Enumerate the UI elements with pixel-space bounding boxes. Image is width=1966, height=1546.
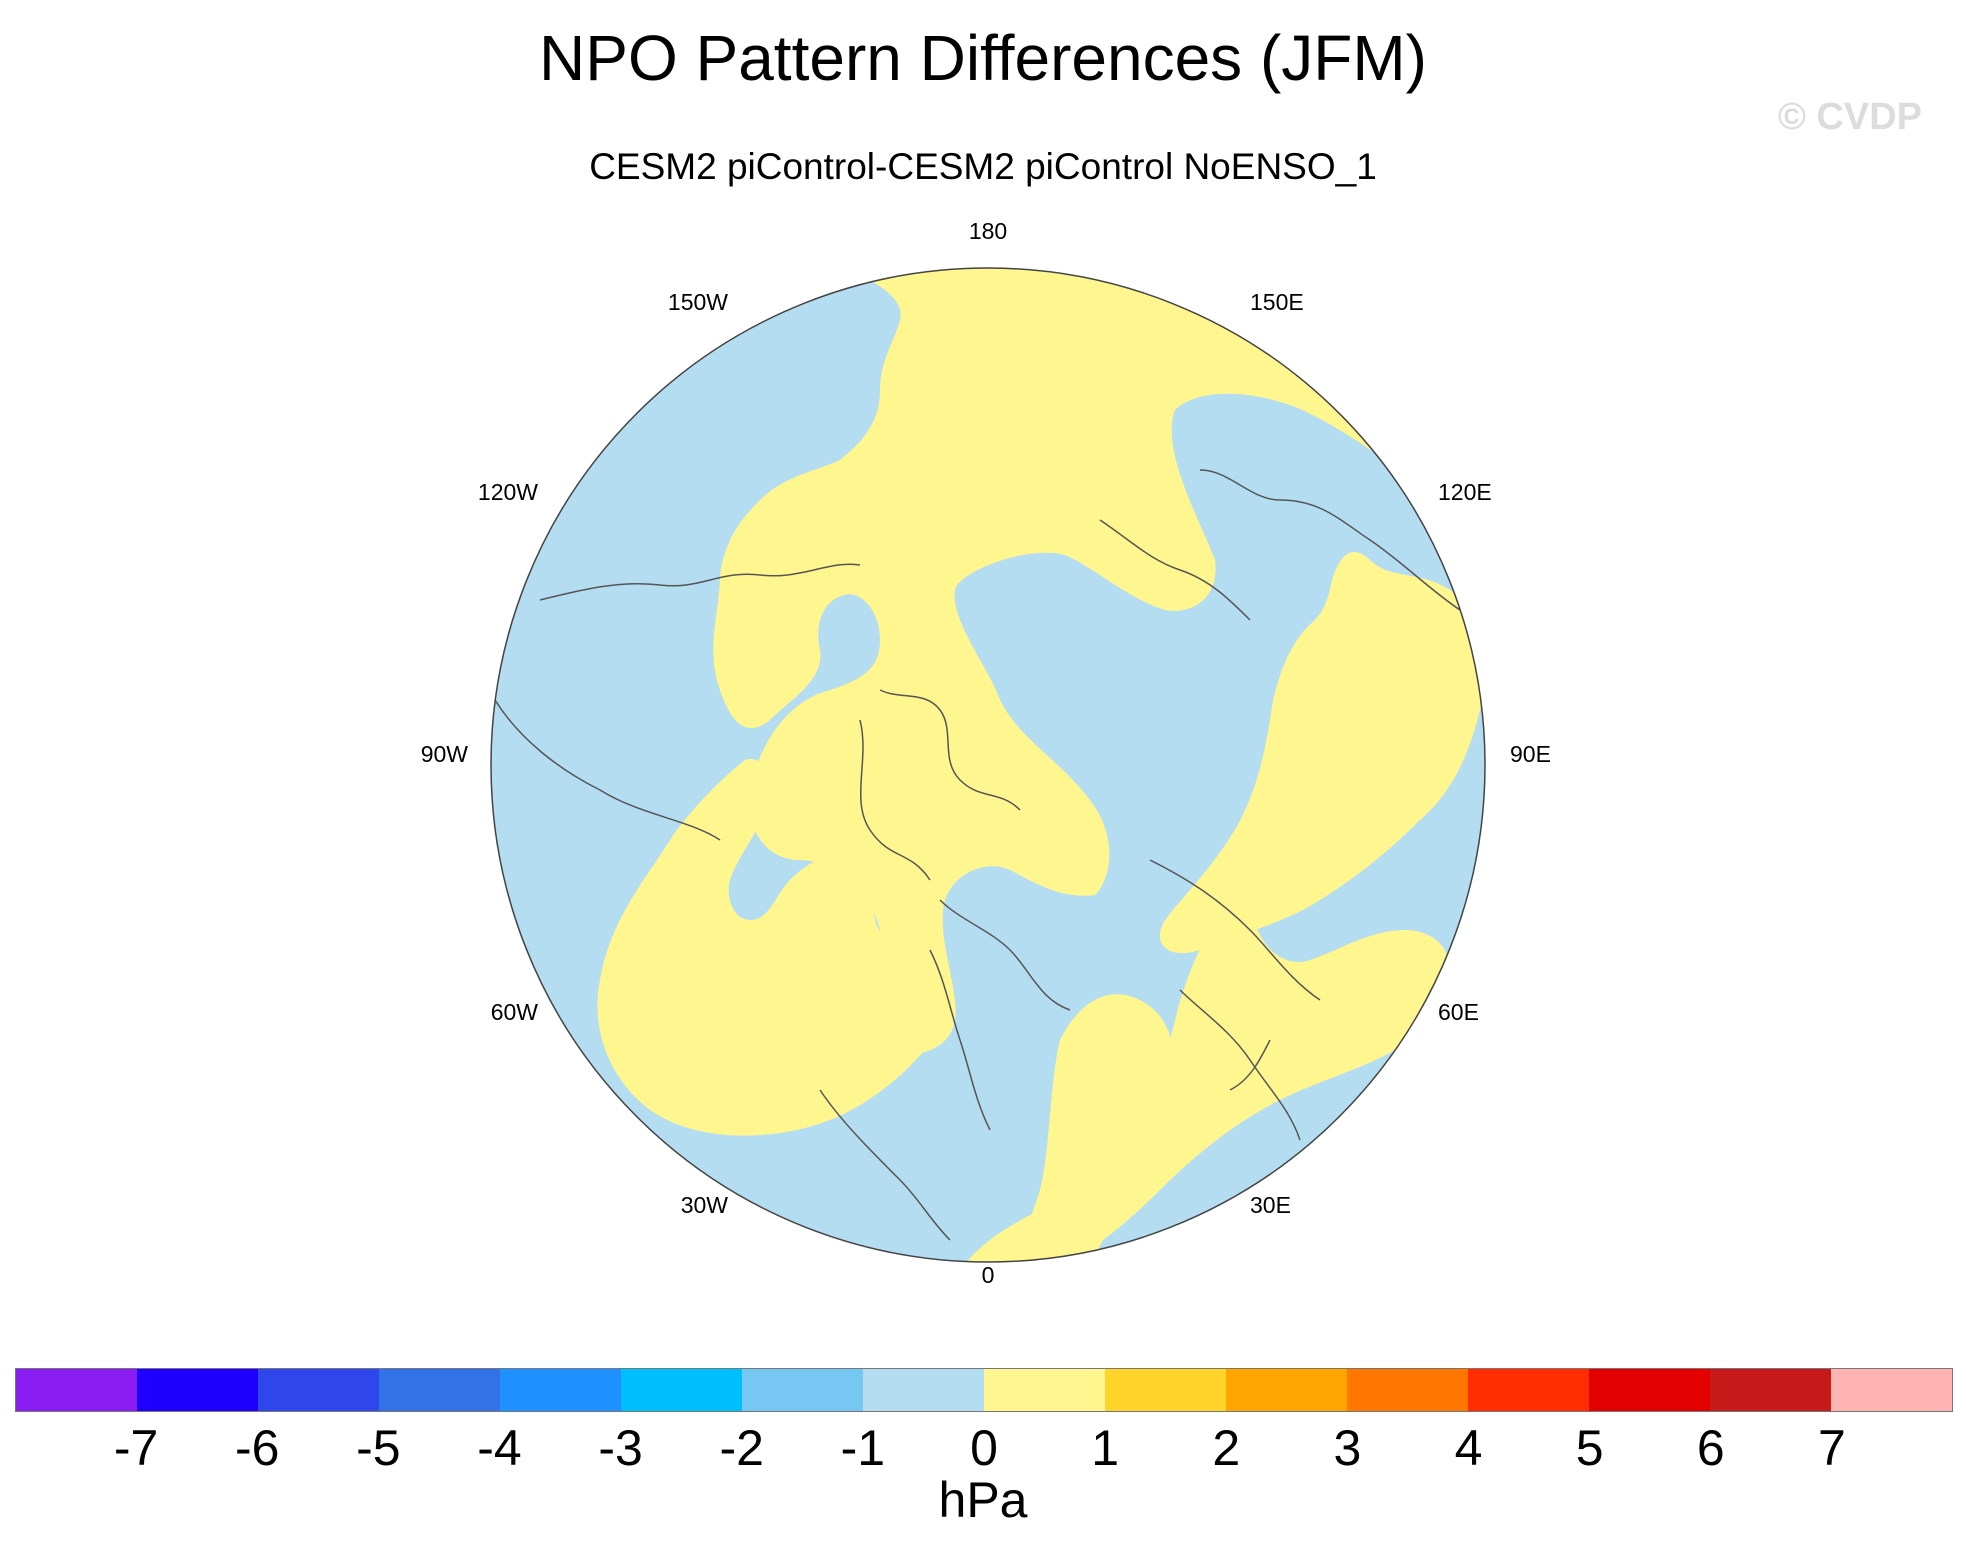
colorbar-swatch: [137, 1369, 258, 1411]
colorbar-tick-label: -5: [356, 1420, 401, 1476]
colorbar-tick-label: -4: [477, 1420, 522, 1476]
colorbar-tick-label: 4: [1454, 1420, 1483, 1476]
positive-region-pacific-arctic: [700, 268, 1440, 1054]
colorbar-swatch: [742, 1369, 863, 1411]
lon-label-60w: 60W: [491, 999, 539, 1025]
colorbar-tick-label: 6: [1696, 1420, 1725, 1476]
colorbar-swatch: [500, 1369, 621, 1411]
map-disk: [491, 268, 1485, 1262]
colorbar-swatch: [1347, 1369, 1468, 1411]
colorbar-swatch: [1468, 1369, 1589, 1411]
colorbar-tick-label: 0: [970, 1420, 998, 1476]
positive-region-subtropical-pacific: [955, 900, 1450, 1262]
colorbar-tick-label: 2: [1212, 1420, 1241, 1476]
lon-label-120w: 120W: [478, 479, 538, 505]
colorbar-tick-label: 7: [1817, 1420, 1846, 1476]
colorbar-ticks: -7 -6 -5 -4 -3 -2 -1 0 1 2 3 4 5 6 7: [0, 1420, 1966, 1476]
colorbar-swatch: [258, 1369, 379, 1411]
colorbar-swatch: [863, 1369, 984, 1411]
positive-region-east-pacific: [1159, 551, 1484, 954]
colorbar-swatch: [621, 1369, 742, 1411]
colorbar-tick-label: -6: [235, 1420, 280, 1476]
lon-label-60e: 60E: [1438, 999, 1479, 1025]
colorbar-swatch: [16, 1369, 137, 1411]
lon-label-90w: 90W: [421, 741, 469, 767]
colorbar: [15, 1368, 1953, 1412]
colorbar-tick-label: 1: [1091, 1420, 1120, 1476]
figure-title: NPO Pattern Differences (JFM): [539, 22, 1427, 94]
colorbar-swatch: [1589, 1369, 1710, 1411]
colorbar-swatch: [1710, 1369, 1831, 1411]
map-boundary: [490, 267, 1486, 1263]
colorbar-swatch: [984, 1369, 1105, 1411]
colorbar-swatch: [1226, 1369, 1347, 1411]
colorbar-tick-label: -1: [840, 1420, 886, 1476]
lon-label-120e: 120E: [1438, 479, 1492, 505]
colorbar-swatch: [1105, 1369, 1226, 1411]
colorbar-tick-label: -7: [113, 1420, 159, 1476]
lon-label-30e: 30E: [1250, 1192, 1291, 1218]
colorbar-tick-label: -2: [719, 1420, 764, 1476]
colorbar-swatch: [379, 1369, 500, 1411]
colorbar-swatch: [1831, 1369, 1952, 1411]
lon-label-30w: 30W: [681, 1192, 729, 1218]
lon-label-150w: 150W: [668, 289, 728, 315]
lon-label-150e: 150E: [1250, 289, 1304, 315]
lon-label-90e: 90E: [1510, 741, 1551, 767]
lon-label-180: 180: [969, 218, 1007, 244]
positive-region-atlantic-north-america: [597, 759, 949, 1136]
colorbar-tick-label: -3: [598, 1420, 643, 1476]
lon-label-0: 0: [982, 1262, 995, 1288]
colorbar-tick-label: 5: [1575, 1420, 1604, 1476]
positive-region-south-pacific: [1010, 994, 1174, 1262]
coastlines: [494, 469, 1461, 1241]
colorbar-units: hPa: [938, 1472, 1028, 1528]
figure-subtitle: CESM2 piControl-CESM2 piControl NoENSO_1: [589, 146, 1377, 187]
colorbar-tick-label: 3: [1333, 1420, 1362, 1476]
cvdp-watermark: © CVDP: [1777, 96, 1922, 138]
